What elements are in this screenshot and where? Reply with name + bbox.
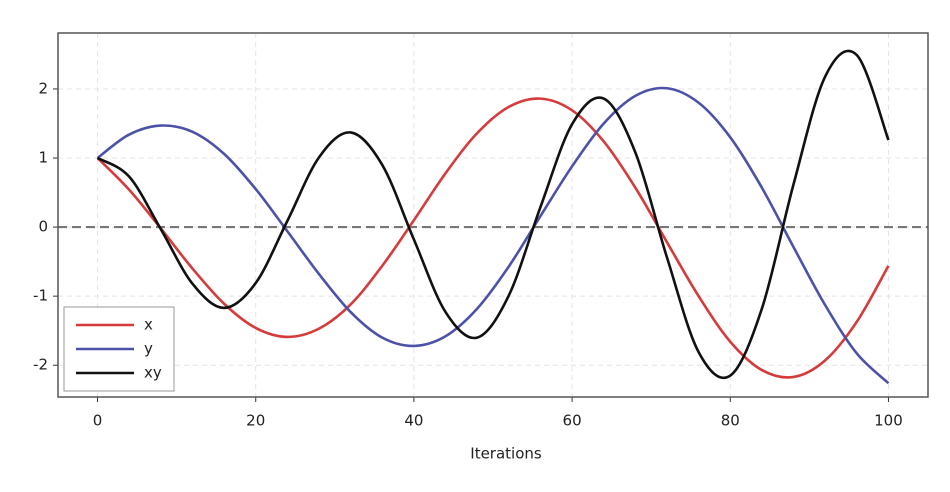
y-tick-label: 2 — [38, 79, 48, 97]
legend-label: x — [144, 316, 153, 334]
x-tick-label: 80 — [721, 412, 740, 430]
legend-label: y — [144, 340, 153, 358]
x-tick-label: 20 — [246, 412, 265, 430]
legend-label: xy — [144, 364, 162, 382]
plot-frame — [57, 32, 929, 398]
x-tick-label: 100 — [874, 412, 903, 430]
x-axis-label: Iterations — [470, 445, 542, 463]
y-tick-label: -2 — [33, 356, 48, 374]
x-tick-label: 40 — [404, 412, 423, 430]
y-tick-label: -1 — [33, 287, 48, 305]
x-tick-label: 0 — [93, 412, 103, 430]
series-line — [96, 86, 890, 385]
series-line — [96, 49, 890, 380]
legend: xy xy — [63, 306, 175, 392]
y-tick-label: 0 — [38, 218, 48, 236]
y-tick-label: 1 — [38, 149, 48, 167]
x-tick-label: 60 — [563, 412, 582, 430]
series-line — [96, 97, 890, 379]
